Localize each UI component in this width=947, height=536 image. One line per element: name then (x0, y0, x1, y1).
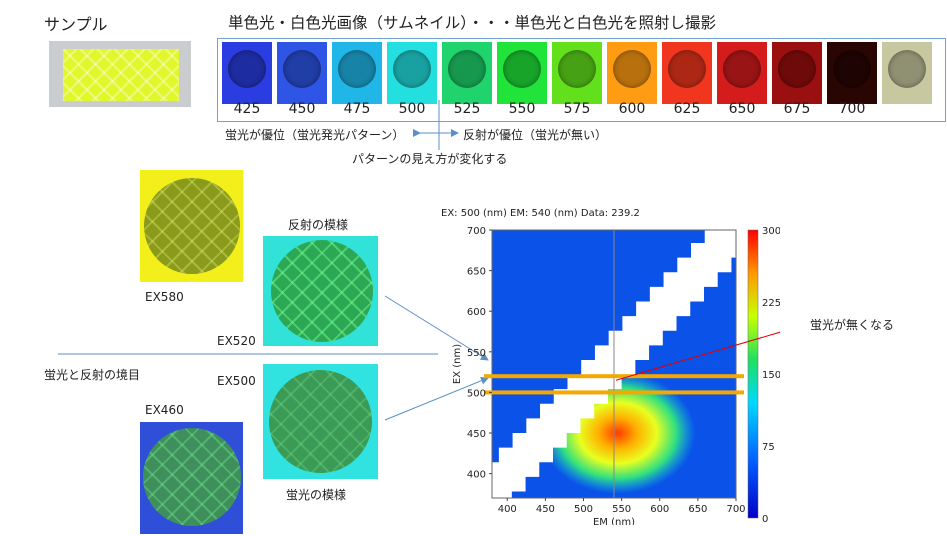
thumbnail-425 (222, 42, 272, 104)
thumbnail-disc (558, 50, 596, 88)
x-tick-label: 700 (726, 504, 745, 515)
x-tick-label: 450 (536, 504, 555, 515)
y-tick-label: 550 (467, 348, 486, 359)
thumbnail-550 (497, 42, 547, 104)
colorbar-tick-label: 150 (762, 370, 780, 381)
x-tick-label: 500 (574, 504, 593, 515)
ex460-photo (140, 422, 243, 534)
thumbnail-625 (662, 42, 712, 104)
ex580-label: EX580 (145, 290, 184, 304)
wavelength-label: 475 (343, 101, 371, 117)
ex500-photo (263, 364, 378, 479)
wavelength-label: 700 (838, 101, 866, 117)
x-tick-label: 400 (498, 504, 517, 515)
y-tick-label: 500 (467, 388, 486, 399)
wavelength-label: 675 (783, 101, 811, 117)
wavelength-label: 650 (728, 101, 756, 117)
thumbnail-700 (827, 42, 877, 104)
ex520-photo (263, 236, 378, 346)
thumbnail-disc (723, 50, 761, 88)
eem-chart: 400 450 500 550 600 650 700 400 450 500 550 600 650 7… (452, 226, 780, 525)
wavelength-label: 425 (233, 101, 261, 117)
plot-frame (491, 229, 737, 499)
thumbnail-475 (332, 42, 382, 104)
sample-label: サンプル (44, 15, 108, 34)
thumbnail-disc (833, 50, 871, 88)
y-axis-label: EX (nm) (452, 344, 463, 384)
thumbnail-650 (717, 42, 767, 104)
thumbnail-disc (283, 50, 321, 88)
colorbar-tick-label: 300 (762, 226, 780, 237)
y-tick-label: 700 (467, 226, 486, 237)
thumbnail-450 (277, 42, 327, 104)
boundary-label: 蛍光と反射の境目 (44, 368, 141, 382)
fluor-vanish-label: 蛍光が無くなる (810, 318, 895, 332)
x-tick-label: 550 (612, 504, 631, 515)
wavelength-label: 450 (288, 101, 316, 117)
ex460-label: EX460 (145, 403, 184, 417)
header-title: 単色光・白色光画像（サムネイル）・・・単色光と白色光を照射し撮影 (228, 14, 716, 32)
wavelength-label: 550 (508, 101, 536, 117)
fluor-pattern-label: 蛍光の模様 (286, 488, 347, 502)
thumbnail-disc (613, 50, 651, 88)
wavelength-label: 500 (398, 101, 426, 117)
thumbnail-disc (668, 50, 706, 88)
thumbnail-575 (552, 42, 602, 104)
y-tick-label: 650 (467, 267, 486, 278)
thumbnail-white (882, 42, 932, 104)
thumbnail-disc (503, 50, 541, 88)
x-axis-label: EM (nm) (593, 517, 635, 525)
thumbnail-disc (228, 50, 266, 88)
sample-photo (49, 41, 191, 107)
fluor-dominant-label: 蛍光が優位（蛍光発光パターン） (225, 128, 405, 142)
thumbnail-675 (772, 42, 822, 104)
thumbnail-600 (607, 42, 657, 104)
highlight-ex-500 (484, 390, 744, 395)
fluor-vanish-arrow (615, 331, 780, 381)
colorbar-tick-label: 75 (762, 442, 775, 453)
thumbnail-500 (387, 42, 437, 104)
wavelength-label: 600 (618, 101, 646, 117)
thumbnail-disc (778, 50, 816, 88)
y-tick-label: 400 (467, 470, 486, 481)
x-tick-label: 600 (650, 504, 669, 515)
wavelength-label: 625 (673, 101, 701, 117)
ex520-label: EX520 (217, 334, 256, 348)
ex500-label: EX500 (217, 374, 256, 388)
chart-title: EX: 500 (nm) EM: 540 (nm) Data: 239.2 (441, 208, 640, 219)
colorbar-tick-label: 225 (762, 298, 780, 309)
thumbnail-525 (442, 42, 492, 104)
y-tick-label: 450 (467, 429, 486, 440)
colorbar (747, 229, 759, 519)
pattern-change-label: パターンの見え方が変化する (352, 152, 508, 166)
thumbnail-disc (338, 50, 376, 88)
ex580-photo (140, 170, 243, 282)
thumbnail-strip: 425 450 475 500 525 550 575 600 625 650 675 700 (217, 38, 946, 122)
thumbnail-disc (448, 50, 486, 88)
wavelength-label: 525 (453, 101, 481, 117)
refl-pattern-label: 反射の模様 (288, 218, 349, 232)
wavelength-label: 575 (563, 101, 591, 117)
thumbnail-disc (393, 50, 431, 88)
highlight-ex-520 (484, 374, 744, 379)
x-tick-label: 650 (688, 504, 707, 515)
colorbar-tick-label: 0 (762, 514, 768, 525)
thumbnail-disc (888, 50, 926, 88)
refl-dominant-label: 反射が優位（蛍光が無い） (463, 128, 608, 142)
y-tick-label: 600 (467, 307, 486, 318)
